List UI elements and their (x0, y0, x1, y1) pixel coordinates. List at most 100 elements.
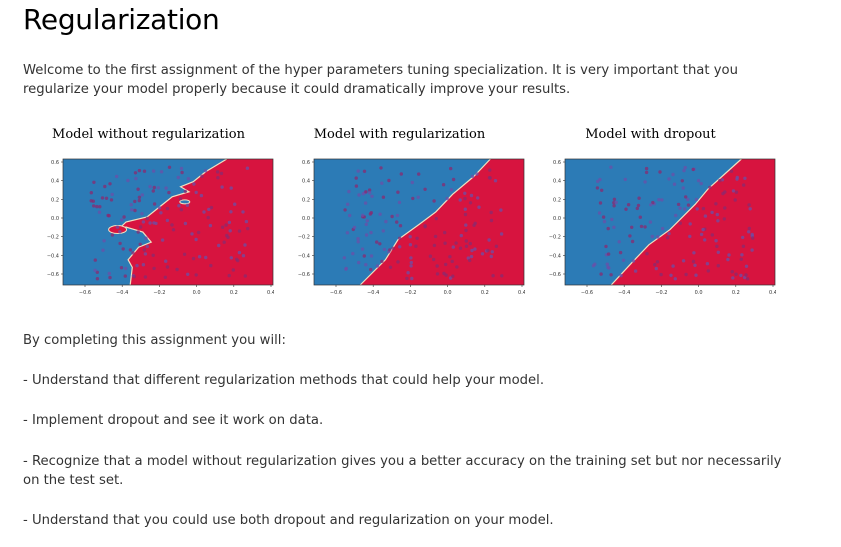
y-tick-label: −0.6 (298, 272, 310, 278)
data-point (92, 204, 96, 208)
data-point (751, 236, 755, 240)
data-point (97, 210, 102, 214)
data-point (445, 196, 449, 201)
decision-boundary-plot: 0.6 0.4 0.2 0.0 −0.2 −0.4 −0.6 −0.6 −0.4 −0.2 0.0 0… (298, 158, 525, 296)
data-point (357, 193, 361, 197)
data-point (688, 234, 692, 239)
data-point (451, 245, 455, 249)
data-point (363, 201, 368, 205)
data-point (123, 274, 128, 278)
data-point (375, 240, 379, 244)
data-point (606, 252, 611, 256)
data-point (591, 264, 596, 268)
data-point (464, 223, 468, 227)
data-point (743, 176, 747, 180)
data-point (176, 175, 180, 180)
x-tick-label: 0.0 (193, 290, 201, 296)
data-point (703, 214, 708, 218)
data-point (417, 172, 421, 176)
data-point (143, 275, 148, 279)
data-point (649, 203, 653, 207)
data-point (95, 270, 100, 274)
data-point (398, 236, 402, 240)
data-point (194, 190, 198, 195)
data-point (157, 206, 162, 210)
y-tick-label: 0.6 (553, 160, 561, 166)
data-point (680, 179, 684, 183)
data-point (227, 220, 232, 225)
data-point (141, 263, 146, 267)
data-point (451, 177, 456, 182)
y-tick-label: −0.4 (47, 253, 59, 259)
data-point (362, 169, 367, 173)
data-point (489, 218, 494, 223)
data-point (128, 248, 133, 252)
data-point (192, 182, 196, 186)
data-point (110, 233, 115, 237)
data-point (167, 165, 172, 169)
data-point (217, 243, 221, 248)
data-point (475, 172, 479, 176)
data-point (152, 266, 156, 271)
data-point (464, 239, 468, 243)
data-point (671, 264, 675, 268)
data-point (645, 252, 649, 256)
data-point (654, 266, 658, 271)
data-point (747, 230, 751, 234)
data-point (727, 253, 731, 257)
page-title: Regularization (23, 3, 220, 36)
data-point (626, 203, 631, 207)
x-tick-label: 0.4 (769, 290, 776, 296)
data-point (395, 220, 399, 224)
plot-frame (564, 158, 776, 286)
data-point (432, 199, 436, 203)
data-point (356, 240, 360, 244)
data-point (142, 169, 147, 173)
data-point (458, 198, 462, 202)
data-point (351, 251, 355, 256)
data-point (449, 188, 454, 192)
data-point (416, 195, 420, 199)
data-point (246, 226, 250, 231)
data-point (182, 252, 187, 256)
data-point (398, 245, 402, 249)
data-point (152, 202, 157, 206)
data-point (489, 210, 493, 215)
data-point (343, 208, 347, 212)
data-point (140, 193, 144, 197)
y-tick-label: 0.4 (51, 179, 59, 185)
figure-title: Model without regularization (52, 127, 245, 142)
decision-boundary (359, 158, 491, 286)
data-point (381, 195, 386, 199)
data-point (215, 170, 220, 174)
data-point (120, 218, 124, 222)
data-point (115, 174, 119, 179)
figure-panel-dropout: Model with dropout 0.6 0.4 0.2 0.0 −0.2 −0.4 −… (525, 119, 776, 305)
data-point (683, 165, 687, 170)
data-point (714, 202, 718, 206)
data-point (633, 269, 638, 273)
data-point (455, 265, 459, 269)
data-point (731, 276, 735, 280)
data-point (638, 215, 642, 219)
data-point (122, 215, 126, 219)
data-point (369, 254, 374, 258)
data-point (368, 212, 373, 216)
data-point (151, 189, 155, 193)
data-point (434, 216, 438, 221)
data-point (364, 263, 368, 267)
objective-item: - Understand that you could use both dro… (23, 513, 554, 528)
data-point (631, 259, 636, 263)
data-point (458, 246, 463, 250)
data-point (109, 198, 114, 202)
data-point (715, 212, 719, 217)
data-point (118, 230, 122, 234)
data-point (500, 274, 504, 278)
data-point (443, 230, 447, 235)
data-point (409, 264, 413, 268)
data-point (141, 220, 146, 224)
data-point (133, 199, 137, 204)
data-point (209, 263, 213, 268)
data-point (443, 241, 447, 245)
data-point (494, 244, 499, 248)
